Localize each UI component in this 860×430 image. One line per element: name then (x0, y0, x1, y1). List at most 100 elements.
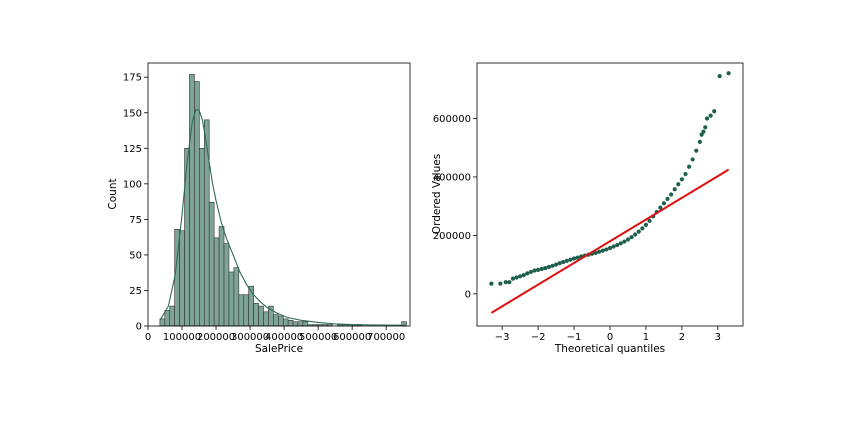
qq-point (633, 232, 638, 237)
qq-point (503, 280, 508, 285)
histogram-bar (189, 74, 195, 327)
qq-x-tick-label: 3 (715, 332, 721, 343)
histogram-bar (213, 237, 220, 327)
histogram-y-tick-label: 25 (129, 286, 142, 297)
histogram-panel: 0 100000200000300000400000500000600000700… (107, 62, 411, 355)
qq-y-tick-label: 400000 (433, 172, 471, 183)
qq-x-tick-label: −3 (495, 332, 510, 343)
qq-x-tick-label: 1 (643, 332, 649, 343)
histogram-x-axis-label: SalePrice (255, 343, 303, 355)
histogram-bar (169, 305, 175, 327)
histogram-y-tick-label: 150 (123, 108, 142, 119)
histogram-x-tick-label: 0 (145, 332, 151, 343)
histogram-x-tick-label: 500000 (299, 332, 337, 343)
histogram-y-tick-label: 0 (136, 322, 142, 333)
qq-point (712, 109, 717, 114)
histogram-bar (243, 294, 249, 327)
qq-point (708, 113, 713, 118)
histogram-bar (263, 311, 269, 327)
qq-point (726, 71, 731, 76)
histogram-y-tick-label: 75 (129, 215, 142, 226)
qq-point (672, 187, 677, 192)
histogram-x-tick-label: 200000 (197, 332, 235, 343)
qq-point (658, 205, 663, 210)
qq-x-tick-label: 2 (679, 332, 685, 343)
histogram-axes-frame (147, 62, 411, 327)
qq-x-tick-label: −2 (531, 332, 546, 343)
qq-point (717, 74, 722, 79)
qq-point (701, 129, 706, 134)
qq-point (676, 182, 681, 187)
qq-point (571, 256, 577, 261)
qq-point (543, 266, 548, 271)
qq-point (618, 241, 623, 246)
qq-point (575, 255, 580, 260)
qq-point (704, 116, 710, 121)
qq-point (643, 222, 649, 227)
qq-point (640, 226, 645, 231)
qq-point (611, 244, 616, 249)
histogram-y-tick-label: 50 (129, 250, 142, 261)
qq-point (683, 171, 688, 177)
kde-curve (159, 109, 405, 326)
qq-point (498, 281, 503, 286)
histogram-bar (233, 267, 240, 327)
histogram-bar (287, 320, 294, 327)
histogram-x-tick-label: 400000 (265, 332, 303, 343)
qq-point (561, 259, 566, 265)
histogram-bar (179, 230, 185, 327)
qq-point (629, 235, 634, 240)
histogram-bar (238, 294, 245, 327)
qq-point (557, 261, 562, 266)
qq-y-axis-label: Ordered Values (431, 154, 443, 234)
qq-point (514, 275, 519, 280)
qq-point (564, 258, 569, 263)
qq-point (521, 273, 526, 278)
qq-points (489, 71, 731, 286)
qq-point (532, 268, 537, 273)
histogram-bars (159, 74, 407, 327)
histogram-bar (164, 310, 171, 327)
qq-point (568, 257, 573, 262)
qq-point (600, 248, 605, 253)
qq-point (597, 249, 602, 254)
qq-point (647, 218, 652, 223)
histogram-bar (218, 226, 225, 327)
histogram-bar (292, 321, 299, 327)
qq-point (679, 177, 684, 182)
histogram-bar (194, 81, 200, 327)
qq-y-ticks: 0 200000 400000 600000 (433, 114, 477, 300)
qq-point (528, 269, 534, 275)
qq-point (665, 196, 670, 201)
qq-plot-panel: −3 −2 −1 0 1 2 3 0 200000 400000 600000 Theoretic… (431, 62, 744, 355)
histogram-y-axis-label: Count (107, 178, 119, 209)
histogram-x-tick-label: 700000 (367, 332, 405, 343)
qq-point (690, 157, 695, 162)
qq-point (536, 267, 541, 272)
qq-point (622, 239, 627, 244)
qq-point (703, 125, 708, 130)
histogram-bar (282, 318, 289, 327)
histogram-x-ticks: 0 100000200000300000400000500000600000700… (145, 326, 405, 343)
qq-x-axis-label: Theoretical quantiles (554, 343, 665, 355)
qq-axes-frame (476, 62, 744, 327)
qq-y-tick-label: 600000 (433, 114, 471, 125)
qq-y-tick-label: 200000 (433, 231, 471, 242)
qq-point (686, 164, 692, 169)
qq-point (525, 271, 530, 276)
histogram-bar (199, 147, 205, 327)
qq-point (636, 229, 641, 234)
histogram-bar (277, 315, 284, 327)
histogram-bar (228, 271, 235, 327)
qq-x-ticks: −3 −2 −1 0 1 2 3 (495, 326, 721, 343)
histogram-x-tick-label: 100000 (163, 332, 201, 343)
histogram-bar (184, 147, 190, 327)
qq-point (489, 281, 494, 286)
qq-point (604, 247, 609, 252)
qq-point (546, 264, 551, 270)
histogram-bar (302, 321, 309, 327)
qq-point (625, 237, 631, 242)
histogram-y-ticks: 0 25 50 75 100 125 150 175 (123, 73, 148, 333)
qq-x-tick-label: −1 (567, 332, 582, 343)
